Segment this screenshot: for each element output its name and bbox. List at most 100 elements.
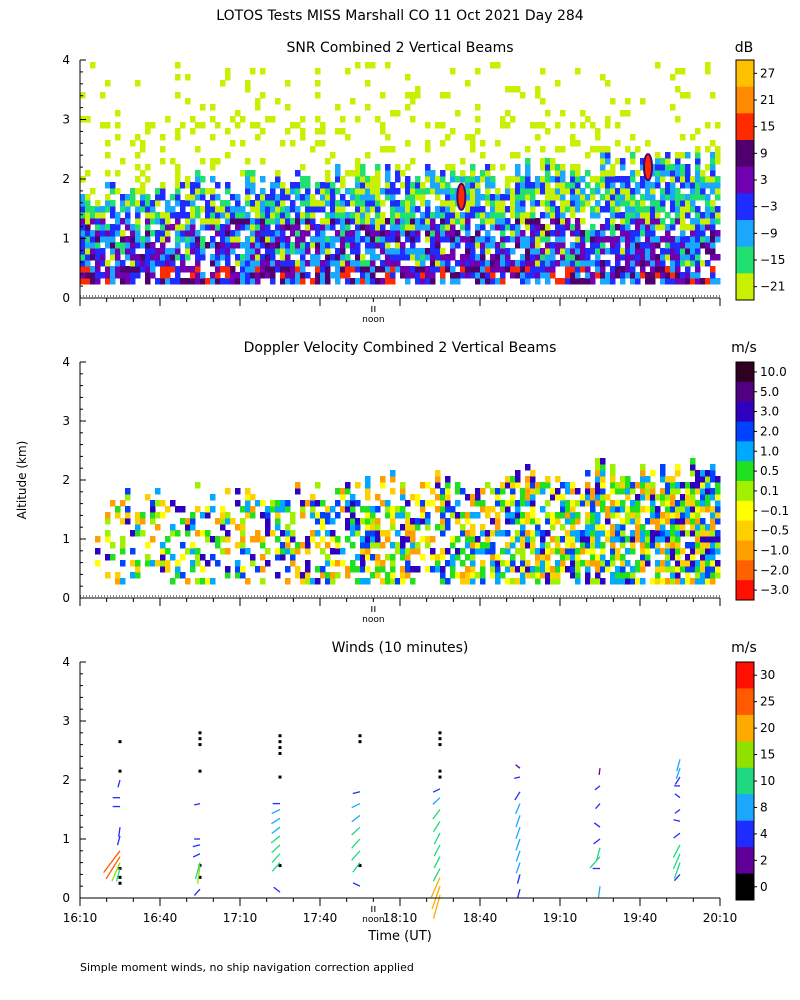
y-tick-label: 0 bbox=[62, 291, 70, 305]
wind-barb bbox=[514, 791, 521, 801]
doppler-panel-title: Doppler Velocity Combined 2 Vertical Bea… bbox=[244, 340, 557, 356]
wind-profile bbox=[270, 734, 282, 893]
colorbar-swatch bbox=[736, 520, 754, 541]
colorbar-swatch bbox=[736, 794, 754, 822]
wind-barb bbox=[595, 803, 601, 810]
wind-barb bbox=[597, 886, 601, 898]
calm-marker bbox=[198, 769, 202, 773]
wind-profile bbox=[672, 759, 681, 882]
colorbar-label: 5.0 bbox=[760, 385, 779, 399]
doppler-unit-label: m/s bbox=[731, 340, 757, 356]
calm-marker bbox=[438, 737, 442, 741]
wind-barb bbox=[515, 838, 521, 851]
calm-marker bbox=[438, 769, 442, 773]
wind-barb bbox=[118, 827, 121, 837]
wind-barb bbox=[593, 838, 601, 845]
colorbar-label: 2.0 bbox=[760, 424, 779, 438]
wind-barb bbox=[515, 862, 521, 874]
colorbar-label: 9 bbox=[760, 146, 768, 160]
colorbar-swatch bbox=[736, 714, 754, 742]
calm-marker bbox=[118, 875, 122, 879]
wind-barb bbox=[674, 776, 681, 785]
wind-barb bbox=[194, 802, 201, 806]
wind-profile bbox=[514, 764, 521, 899]
wind-barb bbox=[351, 814, 361, 823]
wind-barb bbox=[594, 785, 601, 791]
colorbar-swatch bbox=[736, 847, 754, 875]
wind-barb bbox=[672, 853, 681, 870]
calm-marker bbox=[438, 775, 442, 779]
y-tick-label: 3 bbox=[62, 714, 70, 728]
heatmap-cells bbox=[80, 62, 721, 285]
colorbar-label: −1.0 bbox=[760, 543, 789, 557]
wind-barb bbox=[515, 764, 521, 769]
wind-barb bbox=[351, 838, 361, 849]
colorbar-swatch bbox=[736, 873, 754, 901]
wind-barb bbox=[672, 844, 681, 858]
winds-unit-label: m/s bbox=[731, 640, 757, 656]
wind-profile bbox=[192, 731, 202, 896]
high-snr-spot bbox=[643, 153, 653, 182]
colorbar-swatch bbox=[736, 140, 754, 168]
wind-barb bbox=[430, 877, 441, 898]
x-tick-label: 19:10 bbox=[543, 911, 578, 925]
colorbar-label: 8 bbox=[760, 800, 768, 814]
wind-barb bbox=[194, 862, 201, 880]
wind-barb bbox=[674, 808, 681, 814]
y-tick-label: 1 bbox=[62, 232, 70, 246]
wind-barb bbox=[515, 803, 521, 814]
colorbar-swatch bbox=[736, 688, 754, 716]
wind-barb bbox=[105, 856, 121, 880]
snr-unit-label: dB bbox=[735, 40, 754, 56]
axes: 0 1 2 3 4 noon 16:10 16:40 17:10 17:40 18:10 18:40 1… bbox=[62, 655, 737, 925]
wind-barb bbox=[273, 886, 281, 893]
wind-barb bbox=[514, 776, 521, 780]
calm-marker bbox=[118, 881, 122, 885]
colorbar-swatch bbox=[736, 421, 754, 442]
wind-barb bbox=[515, 826, 521, 839]
wind-barb bbox=[117, 779, 121, 788]
calm-marker bbox=[278, 751, 282, 755]
calm-marker bbox=[118, 740, 122, 744]
calm-marker bbox=[278, 864, 282, 868]
x-axis-label: Time (UT) bbox=[367, 929, 432, 944]
colorbar-label: −9 bbox=[760, 226, 778, 240]
x-tick-label: 19:40 bbox=[623, 911, 658, 925]
y-tick-label: 2 bbox=[62, 473, 70, 487]
wind-barb bbox=[103, 850, 121, 874]
calm-marker bbox=[278, 746, 282, 750]
colorbar-label: −21 bbox=[760, 280, 785, 294]
heatmap-cells bbox=[95, 458, 721, 585]
wind-barb bbox=[676, 759, 681, 772]
wind-barb bbox=[432, 809, 441, 820]
wind-barb bbox=[598, 768, 601, 776]
wind-barb bbox=[432, 894, 441, 919]
calm-marker bbox=[278, 775, 282, 779]
wind-barb bbox=[271, 844, 281, 854]
colorbar-swatch bbox=[736, 193, 754, 221]
calm-marker bbox=[358, 740, 362, 744]
colorbar-label: 30 bbox=[760, 668, 775, 682]
calm-marker bbox=[198, 875, 202, 879]
doppler-panel: Doppler Velocity Combined 2 Vertical Bea… bbox=[62, 340, 789, 625]
colorbar-frame bbox=[735, 361, 755, 601]
wind-barb bbox=[432, 820, 441, 833]
colorbar-swatch bbox=[736, 500, 754, 522]
colorbar-swatch bbox=[736, 362, 754, 383]
wind-barb bbox=[432, 797, 441, 805]
y-tick-label: 1 bbox=[62, 832, 70, 846]
wind-barb bbox=[589, 856, 601, 869]
wind-barb bbox=[674, 793, 681, 799]
wind-barb bbox=[673, 862, 681, 879]
winds-panel-title: Winds (10 minutes) bbox=[332, 640, 469, 656]
colorbar-label: 10.0 bbox=[760, 365, 787, 379]
colorbar-label: 15 bbox=[760, 120, 775, 134]
x-tick-label: 16:40 bbox=[143, 911, 178, 925]
x-tick-label: 17:40 bbox=[303, 911, 338, 925]
y-tick-label: 2 bbox=[62, 172, 70, 186]
calm-marker bbox=[278, 734, 282, 738]
wind-barb bbox=[271, 853, 281, 863]
figure-title: LOTOS Tests MISS Marshall CO 11 Oct 2021… bbox=[216, 8, 584, 24]
colorbar-swatch bbox=[736, 662, 754, 689]
